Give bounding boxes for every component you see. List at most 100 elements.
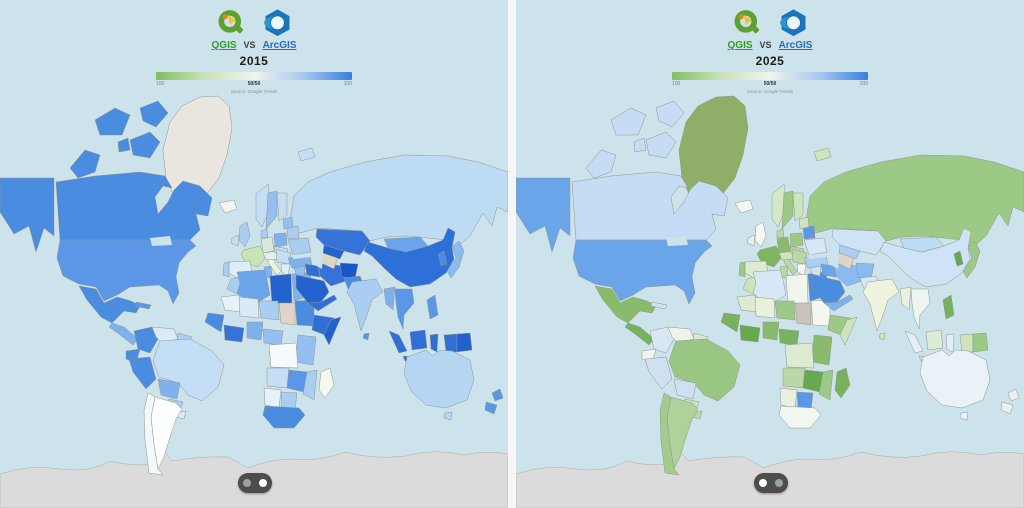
country-drc[interactable] bbox=[784, 342, 815, 369]
country-svalbard[interactable] bbox=[813, 147, 832, 162]
country-svalbard[interactable] bbox=[297, 147, 316, 162]
country-namibia[interactable] bbox=[263, 387, 282, 409]
country-drc[interactable] bbox=[268, 342, 299, 369]
country-poland[interactable] bbox=[789, 232, 804, 248]
country-poland[interactable] bbox=[273, 232, 288, 248]
country-iceland[interactable] bbox=[734, 199, 754, 214]
country-new-zealand[interactable] bbox=[484, 388, 504, 415]
country-srilanka[interactable] bbox=[362, 332, 370, 341]
country-mozambique[interactable] bbox=[818, 369, 834, 401]
country-iraq[interactable] bbox=[820, 263, 837, 278]
country-chad[interactable] bbox=[278, 302, 296, 326]
country-baltics[interactable] bbox=[798, 216, 810, 230]
country-mongolia[interactable] bbox=[383, 236, 429, 253]
country-myanmar[interactable] bbox=[899, 286, 912, 311]
country-canada-islands[interactable] bbox=[69, 100, 169, 179]
map-toggle-switch[interactable] bbox=[238, 473, 272, 493]
country-namibia[interactable] bbox=[779, 387, 798, 409]
country-new-zealand[interactable] bbox=[1000, 388, 1020, 415]
country-denmark[interactable] bbox=[260, 228, 269, 239]
country-mozambique[interactable] bbox=[302, 369, 318, 401]
country-iran[interactable] bbox=[833, 261, 863, 287]
country-iceland[interactable] bbox=[218, 199, 238, 214]
country-angola[interactable] bbox=[782, 367, 806, 389]
country-canada[interactable] bbox=[571, 171, 729, 241]
country-somalia[interactable] bbox=[839, 316, 858, 346]
country-south-africa[interactable] bbox=[262, 405, 306, 429]
country-sulawesi[interactable] bbox=[945, 333, 955, 353]
country-yemen-oman[interactable] bbox=[823, 294, 854, 312]
country-kenya-tanzania[interactable] bbox=[811, 334, 833, 366]
country-yemen-oman[interactable] bbox=[307, 294, 338, 312]
country-chad[interactable] bbox=[794, 302, 812, 326]
country-somalia[interactable] bbox=[323, 316, 342, 346]
toggle-right-dot[interactable] bbox=[259, 479, 267, 487]
arcgis-link[interactable]: ArcGIS bbox=[262, 40, 297, 51]
country-finland[interactable] bbox=[276, 192, 288, 222]
country-cameroon-car[interactable] bbox=[778, 328, 800, 346]
country-mali[interactable] bbox=[754, 296, 776, 319]
country-cuba[interactable] bbox=[650, 301, 668, 310]
country-cuba[interactable] bbox=[134, 301, 152, 310]
country-usa[interactable] bbox=[56, 239, 197, 305]
country-central-america[interactable] bbox=[108, 322, 139, 346]
country-mongolia[interactable] bbox=[899, 236, 945, 253]
arcgis-link[interactable]: ArcGIS bbox=[778, 40, 813, 51]
country-madagascar[interactable] bbox=[318, 367, 335, 399]
country-brazil[interactable] bbox=[152, 338, 225, 402]
country-colombia[interactable] bbox=[649, 326, 675, 354]
country-kenya-tanzania[interactable] bbox=[295, 334, 317, 366]
qgis-link[interactable]: QGIS bbox=[211, 40, 237, 51]
country-tasmania[interactable] bbox=[959, 411, 969, 421]
country-canada-islands[interactable] bbox=[585, 100, 685, 179]
country-belarus[interactable] bbox=[286, 225, 300, 240]
country-central-america[interactable] bbox=[624, 322, 655, 346]
country-uk[interactable] bbox=[238, 221, 251, 248]
country-sweden[interactable] bbox=[781, 190, 794, 230]
country-myanmar[interactable] bbox=[383, 286, 396, 311]
country-australia[interactable] bbox=[919, 349, 991, 409]
country-syria-levant[interactable] bbox=[293, 265, 306, 277]
country-nigeria[interactable] bbox=[762, 321, 780, 341]
country-japan[interactable] bbox=[446, 240, 465, 279]
country-uk[interactable] bbox=[754, 221, 767, 248]
country-colombia[interactable] bbox=[133, 326, 159, 354]
country-ukraine[interactable] bbox=[287, 237, 312, 256]
country-germany[interactable] bbox=[776, 236, 791, 254]
country-libya[interactable] bbox=[785, 273, 809, 305]
country-sumatra[interactable] bbox=[388, 330, 408, 354]
country-angola[interactable] bbox=[266, 367, 290, 389]
country-niger[interactable] bbox=[774, 300, 796, 321]
country-finland[interactable] bbox=[792, 192, 804, 222]
country-south-africa[interactable] bbox=[778, 405, 822, 429]
country-sulawesi[interactable] bbox=[429, 333, 439, 353]
country-denmark[interactable] bbox=[776, 228, 785, 239]
country-ireland[interactable] bbox=[746, 234, 756, 247]
map-toggle-switch[interactable] bbox=[754, 473, 788, 493]
country-niger[interactable] bbox=[258, 300, 280, 321]
country-belarus[interactable] bbox=[802, 225, 816, 240]
qgis-link[interactable]: QGIS bbox=[727, 40, 753, 51]
toggle-left-dot[interactable] bbox=[243, 479, 251, 487]
country-borneo[interactable] bbox=[409, 329, 428, 351]
country-ireland[interactable] bbox=[230, 234, 240, 247]
country-sumatra[interactable] bbox=[904, 330, 924, 354]
country-png[interactable] bbox=[972, 332, 989, 353]
country-peru[interactable] bbox=[128, 356, 157, 390]
country-baltics[interactable] bbox=[282, 216, 294, 230]
country-tasmania[interactable] bbox=[443, 411, 453, 421]
country-png[interactable] bbox=[456, 332, 473, 353]
country-australia[interactable] bbox=[403, 349, 475, 409]
country-chile[interactable] bbox=[659, 392, 680, 476]
country-philippines[interactable] bbox=[426, 294, 439, 320]
country-india[interactable] bbox=[862, 278, 900, 332]
country-ukraine[interactable] bbox=[803, 237, 828, 256]
country-ivory-ghana[interactable] bbox=[223, 324, 245, 343]
country-senegal-guinea[interactable] bbox=[720, 312, 741, 333]
country-thailand-vietnam[interactable] bbox=[910, 288, 931, 330]
country-korea[interactable] bbox=[953, 250, 964, 267]
country-west-newguinea[interactable] bbox=[959, 333, 974, 353]
country-korea[interactable] bbox=[437, 250, 448, 267]
country-syria-levant[interactable] bbox=[809, 265, 822, 277]
country-madagascar[interactable] bbox=[834, 367, 851, 399]
